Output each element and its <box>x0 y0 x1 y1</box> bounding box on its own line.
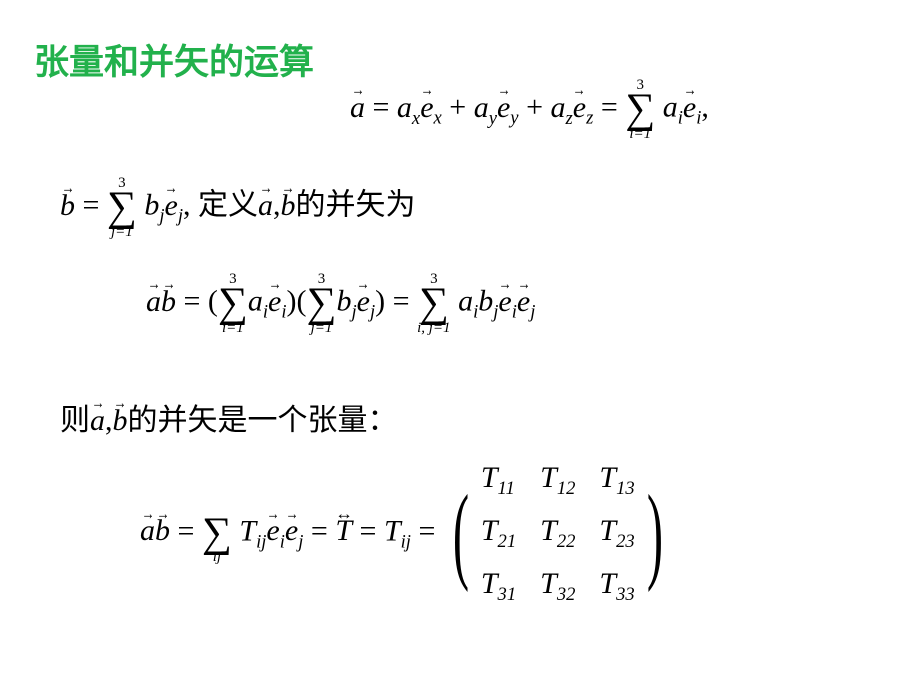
matrix-cell: T13 <box>599 461 634 500</box>
tensor-matrix: ( T11 T12 T13 T21 T22 T23 T31 T32 T33 ) <box>443 455 673 612</box>
sum-bj: 3 ∑ j=1 <box>307 272 337 336</box>
vec-ez: e <box>573 91 586 125</box>
tensor-T: T <box>335 514 352 548</box>
vec-a4: a <box>90 404 105 438</box>
term-az: az <box>550 91 572 124</box>
sum-ij: 3 ∑ i, j=1 <box>417 272 450 336</box>
vec-ei3: e <box>498 285 511 319</box>
vec-ex: e <box>420 91 433 125</box>
vec-a3: a <box>146 285 161 319</box>
matrix-cell: T31 <box>481 567 516 606</box>
equation-dyad-expand: ab = ( 3 ∑ i=1 aiei)( 3 ∑ j=1 bjej) = 3 … <box>146 272 535 336</box>
vec-b4: b <box>113 404 128 438</box>
vec-a2: a <box>258 189 273 223</box>
vec-ei5: e <box>266 514 279 548</box>
term-ay: ay <box>474 91 497 124</box>
matrix-cell: T21 <box>481 514 516 553</box>
matrix-cell: T32 <box>540 567 575 606</box>
vec-ey: e <box>497 91 510 125</box>
vec-b3: b <box>161 285 176 319</box>
vec-b5: b <box>155 514 170 548</box>
matrix-cell: T22 <box>540 514 575 553</box>
sum-Tij: ∑ ij <box>202 502 232 566</box>
vec-b2: b <box>281 189 296 223</box>
sum-j: 3 ∑ j=1 <box>107 176 137 240</box>
text-dyad-is-tensor: 则a,b的并矢是一个张量： <box>60 395 398 439</box>
matrix-cell: T12 <box>540 461 575 500</box>
vec-a: a <box>350 91 365 125</box>
vec-ej3: e <box>517 285 530 319</box>
matrix-cell: T11 <box>481 461 516 500</box>
vec-ei2: e <box>268 285 281 319</box>
text-dyad-as: 的并矢为 <box>296 189 416 222</box>
vec-a5: a <box>140 514 155 548</box>
slide-title: 张量和并矢的运算 <box>34 34 314 85</box>
vec-b: b <box>60 189 75 223</box>
vec-ej2: e <box>357 285 370 319</box>
matrix-cell: T23 <box>599 514 634 553</box>
sum-i: 3 ∑ i=1 <box>625 78 655 142</box>
equation-tensor-matrix: ab = ∑ ij Tijeiej = T = Tij = ( T11 T12 … <box>140 455 673 612</box>
term-ax: ax <box>397 91 420 124</box>
text-define: 定义 <box>198 189 258 222</box>
vec-ei: e <box>683 91 696 125</box>
vec-ej: e <box>165 189 178 223</box>
equation-vector-b-define: b = 3 ∑ j=1 bjej, 定义a,b的并矢为 <box>60 176 416 240</box>
sum-ai: 3 ∑ i=1 <box>218 272 248 336</box>
matrix-cell: T33 <box>599 567 634 606</box>
equation-vector-a: a = axex + ayey + azez = 3 ∑ i=1 aiei, <box>350 78 709 142</box>
vec-ej5: e <box>285 514 298 548</box>
